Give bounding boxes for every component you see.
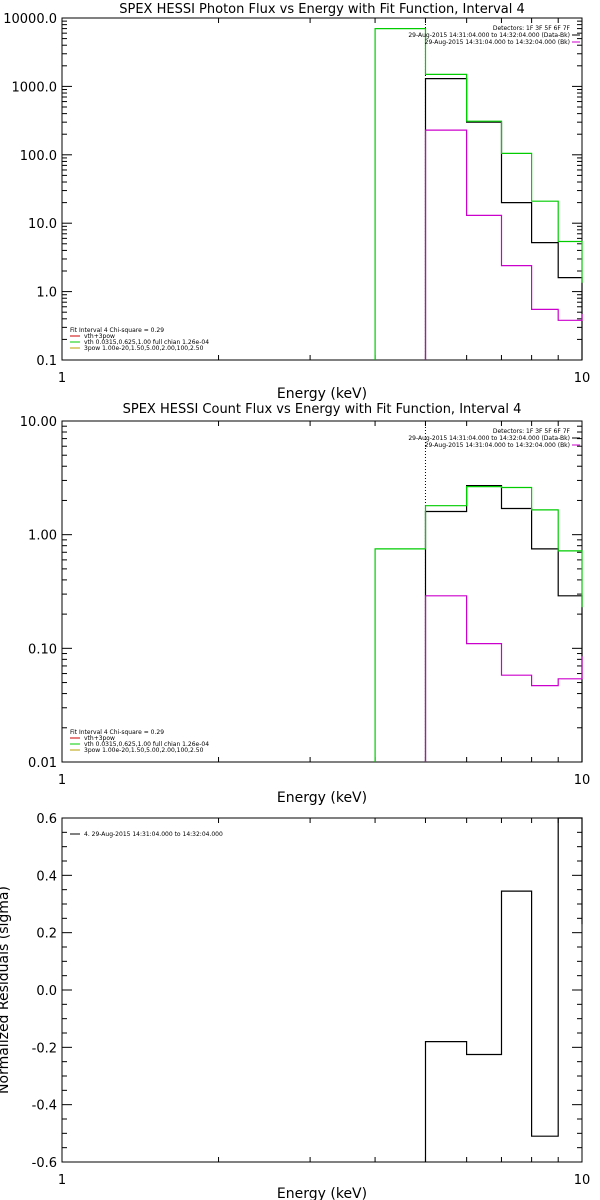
p3-legend-left-entry: 4. 29-Aug-2015 14:31:04.000 to 14:32:04.… bbox=[84, 831, 223, 838]
p1-legend-right-entry: 29-Aug-2015 14:31:04.000 to 14:32:04.000… bbox=[425, 39, 570, 46]
p1-x-tick-label: 1 bbox=[58, 371, 66, 386]
p2-legend-left-entry: 3pow 1.00e-20,1.50,5.00,2.00,100,2.50 bbox=[84, 747, 204, 754]
panel3-frame bbox=[61, 817, 583, 1163]
p1-legend-right-entry: 29-Aug-2015 14:31:04.000 to 14:32:04.000… bbox=[408, 32, 570, 39]
p2-y-tick-label: 1.00 bbox=[28, 529, 57, 544]
p1-legend-left-entry: vth 0.0315,0.625,1.00 full chian 1.26e-0… bbox=[84, 339, 209, 346]
p2-x-tick-label: 10 bbox=[574, 773, 591, 788]
p3-y-tick-label: -0.4 bbox=[32, 1099, 57, 1114]
p1-legend-right-entry: Detectors: 1F 3F 5F 6F 7F bbox=[493, 25, 571, 32]
p1-x-tick-label: 10 bbox=[574, 371, 591, 386]
p3-y-tick-label: -0.2 bbox=[32, 1041, 57, 1056]
panel2-x-axis-label: Energy (keV) bbox=[277, 790, 367, 806]
panel1-x-axis-label: Energy (keV) bbox=[277, 386, 367, 402]
panel2-legend-left: Fit Interval 4 Chi-square = 0.29vth+3pow… bbox=[70, 729, 209, 754]
p3-x-tick-label: 10 bbox=[574, 1173, 591, 1188]
p3-x-tick-label: 1 bbox=[58, 1173, 66, 1188]
panel1-series bbox=[374, 28, 583, 360]
p2-legend-left-entry: vth 0.0315,0.625,1.00 full chian 1.26e-0… bbox=[84, 741, 209, 748]
panel3-legend-left: 4. 29-Aug-2015 14:31:04.000 to 14:32:04.… bbox=[70, 831, 223, 838]
p3-y-tick-label: 0.2 bbox=[36, 927, 57, 942]
panel1-title: SPEX HESSI Photon Flux vs Energy with Fi… bbox=[119, 2, 525, 17]
p2-x-tick-label: 1 bbox=[58, 773, 66, 788]
p2-legend-left-entry: vth+3pow bbox=[84, 735, 115, 742]
p3-series-4-29-aug-2015-14-31-04-0 bbox=[424, 817, 583, 1162]
panel3-y-axis-label: Normalized Residuals (sigma) bbox=[0, 886, 12, 1094]
count-flux-panel: SPEX HESSI Count Flux vs Energy with Fit… bbox=[20, 402, 590, 806]
p1-y-tick-label: 1000.0 bbox=[12, 80, 58, 95]
p2-series-bk bbox=[424, 595, 583, 762]
p2-legend-left-entry: Fit Interval 4 Chi-square = 0.29 bbox=[70, 729, 164, 736]
p2-series-vth-3pow bbox=[374, 486, 583, 762]
panel3-series bbox=[424, 817, 583, 1162]
p1-legend-left-entry: vth+3pow bbox=[84, 333, 115, 340]
p2-legend-right-entry: 29-Aug-2015 14:31:04.000 to 14:32:04.000… bbox=[425, 442, 570, 449]
p1-y-tick-label: 0.1 bbox=[36, 354, 57, 369]
p2-legend-right-entry: Detectors: 1F 3F 5F 6F 7F bbox=[493, 428, 571, 435]
p1-y-tick-label: 10000.0 bbox=[3, 12, 57, 27]
p3-y-tick-label: 0.4 bbox=[36, 869, 57, 884]
p2-legend-right-entry: 29-Aug-2015 14:31:04.000 to 14:32:04.000… bbox=[408, 435, 570, 442]
photon-flux-panel: SPEX HESSI Photon Flux vs Energy with Fi… bbox=[3, 2, 590, 402]
panel1-frame bbox=[61, 17, 583, 361]
p2-y-tick-label: 0.01 bbox=[28, 756, 57, 771]
panel3-ticks: 1 10 -0.6 -0.4 -0.2 0.0 0.2 0.4 0.6 bbox=[32, 812, 591, 1188]
p1-legend-left-entry: Fit Interval 4 Chi-square = 0.29 bbox=[70, 327, 164, 334]
p3-y-tick-label: -0.6 bbox=[32, 1156, 57, 1171]
panel2-frame bbox=[61, 420, 583, 763]
p1-y-tick-label: 10.0 bbox=[28, 217, 57, 232]
p2-y-tick-label: 0.10 bbox=[28, 642, 57, 657]
p2-y-tick-label: 10.00 bbox=[20, 415, 57, 430]
p1-series-bk bbox=[424, 129, 583, 360]
residuals-panel: 1 10 -0.6 -0.4 -0.2 0.0 0.2 0.4 0.6 4. 29-Aug-20… bbox=[0, 812, 590, 1200]
panel1-ticks: 1 10 0.1 1.0 10.0 100.0 1000.0 10000.0 bbox=[3, 12, 590, 386]
p3-y-tick-label: 0.6 bbox=[36, 812, 57, 827]
panel3-x-axis-label: Energy (keV) bbox=[277, 1186, 367, 1200]
panel2-ticks: 1 10 0.01 0.10 1.00 10.00 bbox=[20, 415, 590, 788]
panel1-legend-left: Fit Interval 4 Chi-square = 0.29vth+3pow… bbox=[70, 327, 209, 352]
p1-y-tick-label: 1.0 bbox=[36, 286, 57, 301]
p1-series-vth-3pow bbox=[374, 28, 583, 360]
p3-y-tick-label: 0.0 bbox=[36, 984, 57, 999]
p1-legend-left-entry: 3pow 1.00e-20,1.50,5.00,2.00,100,2.50 bbox=[84, 345, 204, 352]
p1-y-tick-label: 100.0 bbox=[20, 149, 57, 164]
p1-series-data-bk bbox=[424, 78, 583, 360]
p2-series-data-bk bbox=[424, 485, 583, 762]
panel2-series bbox=[374, 485, 583, 762]
panel2-title: SPEX HESSI Count Flux vs Energy with Fit… bbox=[123, 402, 522, 417]
